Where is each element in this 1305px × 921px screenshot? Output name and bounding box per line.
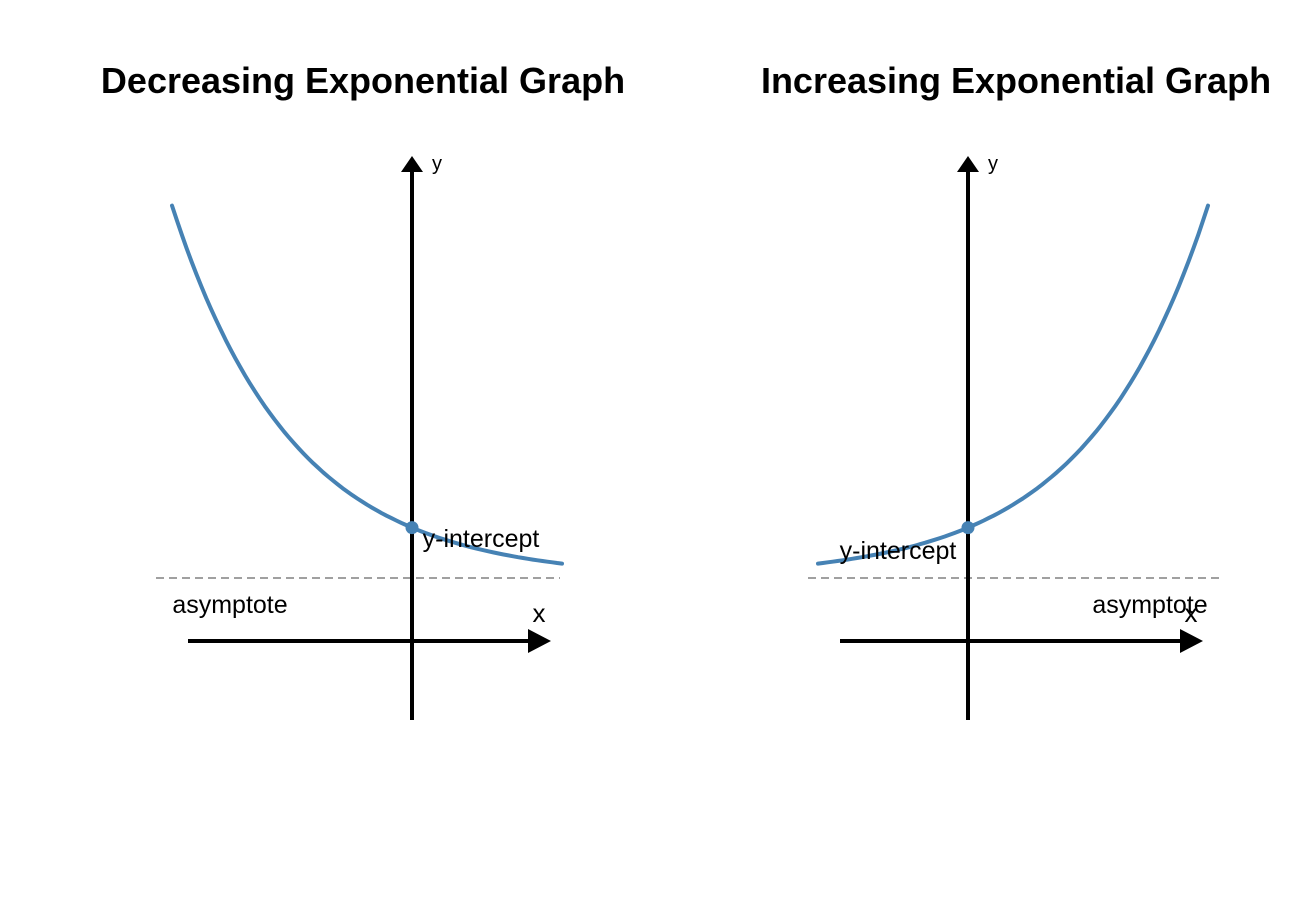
decreasing-exponential-panel: Decreasing Exponential Graph y x y-inter… bbox=[101, 60, 625, 720]
decreasing-y-axis-label: y bbox=[432, 153, 442, 175]
increasing-y-axis-label: y bbox=[988, 153, 998, 175]
increasing-asymptote-label: asymptote bbox=[1092, 591, 1207, 619]
increasing-exponential-curve bbox=[816, 203, 1210, 566]
decreasing-x-axis-label: x bbox=[533, 598, 546, 628]
decreasing-y-intercept-point bbox=[405, 521, 419, 535]
increasing-x-axis-label: x bbox=[1185, 598, 1198, 628]
decreasing-asymptote-label: asymptote bbox=[172, 591, 287, 619]
decreasing-y-axis-arrow-icon bbox=[401, 156, 423, 172]
increasing-exponential-panel: Increasing Exponential Graph y x y-inter… bbox=[761, 60, 1271, 720]
increasing-y-intercept-label: y-intercept bbox=[840, 537, 957, 565]
decreasing-y-intercept-label: y-intercept bbox=[423, 525, 540, 553]
decreasing-chart-title: Decreasing Exponential Graph bbox=[101, 60, 625, 101]
decreasing-exponential-curve bbox=[170, 203, 564, 566]
increasing-y-axis-arrow-icon bbox=[957, 156, 979, 172]
increasing-x-axis-arrow-icon bbox=[1180, 629, 1203, 653]
increasing-chart-title: Increasing Exponential Graph bbox=[761, 60, 1271, 101]
decreasing-x-axis-arrow-icon bbox=[528, 629, 551, 653]
increasing-y-intercept-point bbox=[961, 521, 975, 535]
